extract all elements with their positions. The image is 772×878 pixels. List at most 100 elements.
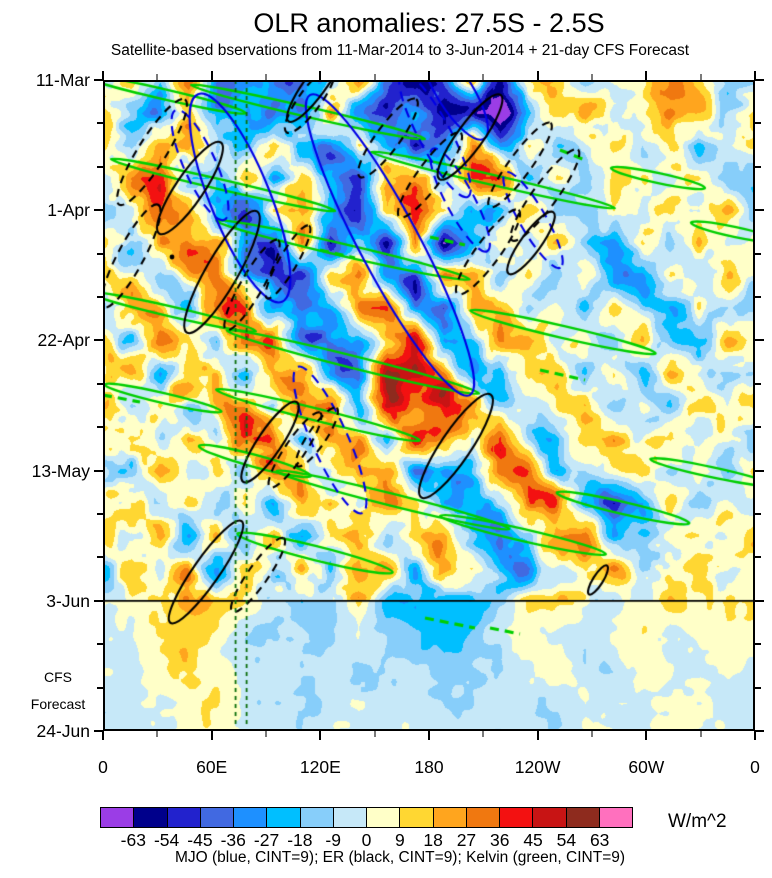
y-minor-tick-right — [755, 686, 761, 689]
y-minor-tick-left — [97, 556, 103, 559]
y-minor-tick-left — [97, 513, 103, 515]
y-tick-label: 1-Apr — [47, 200, 90, 221]
colorbar-tick-label: 63 — [589, 830, 610, 850]
y-major-tick-left — [94, 79, 103, 81]
x-major-tick-top — [428, 71, 430, 80]
colorbar-cell — [267, 808, 301, 827]
colorbar-tick-label: 27 — [456, 830, 477, 850]
cfs-forecast-line2: Forecast — [30, 695, 86, 712]
x-tick-label: 60E — [196, 757, 228, 777]
x-minor-tick-top — [699, 74, 702, 80]
x-major-tick-bottom — [645, 731, 648, 740]
x-major-tick-top — [645, 71, 648, 80]
colorbar-cell — [400, 808, 434, 827]
colorbar-cell — [300, 808, 334, 827]
x-major-tick-bottom — [319, 731, 322, 740]
colorbar-tick-label: 36 — [490, 830, 510, 850]
chart-subtitle: Satellite-based bservations from 11-Mar-… — [110, 42, 690, 59]
colorbar-cell — [200, 808, 234, 827]
y-major-tick-left — [94, 339, 103, 342]
x-minor-tick-bottom — [156, 731, 159, 737]
colorbar-tick-label: -36 — [220, 830, 246, 850]
colorbar-cell — [101, 808, 135, 827]
y-major-tick-right — [755, 209, 764, 212]
colorbar-tick-label: -18 — [287, 830, 313, 850]
y-minor-tick-right — [755, 252, 761, 255]
hovmoller-field-canvas — [103, 80, 755, 731]
x-minor-tick-bottom — [591, 731, 593, 737]
y-minor-tick-right — [755, 165, 761, 168]
colorbar-tick-label: -54 — [153, 830, 180, 850]
legend-caption: MJO (blue, CINT=9); ER (black, CINT=9); … — [174, 849, 626, 866]
x-minor-tick-top — [373, 74, 376, 80]
y-major-tick-right — [755, 469, 764, 472]
x-major-tick-top — [210, 71, 213, 80]
x-tick-label: 0 — [98, 757, 108, 777]
y-minor-tick-left — [97, 165, 103, 168]
x-minor-tick-bottom — [699, 731, 702, 737]
y-major-tick-left — [94, 209, 103, 212]
y-tick-label: 22-Apr — [37, 330, 90, 351]
x-tick-label: 0 — [750, 757, 760, 777]
y-minor-tick-right — [755, 122, 761, 125]
y-minor-tick-right — [755, 643, 761, 646]
cfs-forecast-label: CFS Forecast — [10, 664, 106, 717]
x-major-tick-top — [754, 71, 756, 80]
colorbar-cell — [566, 808, 600, 827]
colorbar — [100, 807, 633, 828]
y-minor-tick-left — [97, 252, 103, 255]
y-major-tick-left — [94, 730, 103, 732]
colorbar-cell — [167, 808, 201, 827]
y-tick-label: 11-Mar — [35, 70, 90, 90]
cfs-forecast-line1: CFS — [44, 669, 72, 685]
y-minor-tick-left — [97, 426, 103, 429]
x-major-tick-bottom — [536, 731, 539, 740]
y-major-tick-right — [755, 730, 764, 732]
y-minor-tick-left — [97, 382, 103, 385]
y-minor-tick-right — [755, 556, 761, 559]
y-tick-label: 24-Jun — [36, 721, 90, 741]
y-major-tick-left — [94, 469, 103, 472]
y-minor-tick-right — [755, 296, 761, 298]
x-minor-tick-top — [156, 74, 159, 80]
x-tick-label: 120E — [299, 757, 341, 777]
colorbar-tick-label: 45 — [523, 830, 543, 850]
colorbar-cell — [500, 808, 534, 827]
x-minor-tick-bottom — [373, 731, 376, 737]
colorbar-cell — [333, 808, 367, 827]
y-minor-tick-right — [755, 426, 761, 429]
x-tick-label: 60W — [628, 757, 665, 777]
units-label: W/m^2 — [668, 811, 727, 832]
colorbar-tick-label: 54 — [556, 830, 577, 850]
colorbar-tick-label: 18 — [423, 830, 443, 850]
chart-title: OLR anomalies: 27.5S - 2.5S — [253, 8, 605, 38]
y-tick-label: 3-Jun — [46, 590, 90, 611]
x-major-tick-bottom — [428, 731, 430, 740]
colorbar-cell — [433, 808, 467, 827]
x-tick-label: 120W — [514, 757, 561, 777]
y-minor-tick-left — [97, 122, 103, 125]
y-minor-tick-right — [755, 382, 761, 385]
y-major-tick-left — [94, 599, 103, 602]
y-major-tick-right — [755, 79, 764, 81]
colorbar-cell — [533, 808, 567, 827]
x-major-tick-bottom — [754, 731, 756, 740]
colorbar-cell — [599, 808, 632, 827]
x-minor-tick-top — [482, 74, 485, 80]
y-tick-label: 13-May — [31, 460, 90, 481]
y-minor-tick-left — [97, 643, 103, 646]
x-major-tick-bottom — [210, 731, 213, 740]
x-major-tick-bottom — [102, 731, 104, 740]
y-major-tick-right — [755, 339, 764, 342]
x-minor-tick-bottom — [482, 731, 485, 737]
x-minor-tick-top — [265, 74, 267, 80]
x-major-tick-top — [536, 71, 539, 80]
colorbar-cell — [367, 808, 401, 827]
colorbar-tick-label: 0 — [361, 830, 372, 850]
colorbar-tick-label: -9 — [325, 830, 341, 850]
y-minor-tick-right — [755, 513, 761, 515]
x-major-tick-top — [319, 71, 322, 80]
y-minor-tick-left — [97, 686, 103, 689]
x-minor-tick-top — [591, 74, 593, 80]
